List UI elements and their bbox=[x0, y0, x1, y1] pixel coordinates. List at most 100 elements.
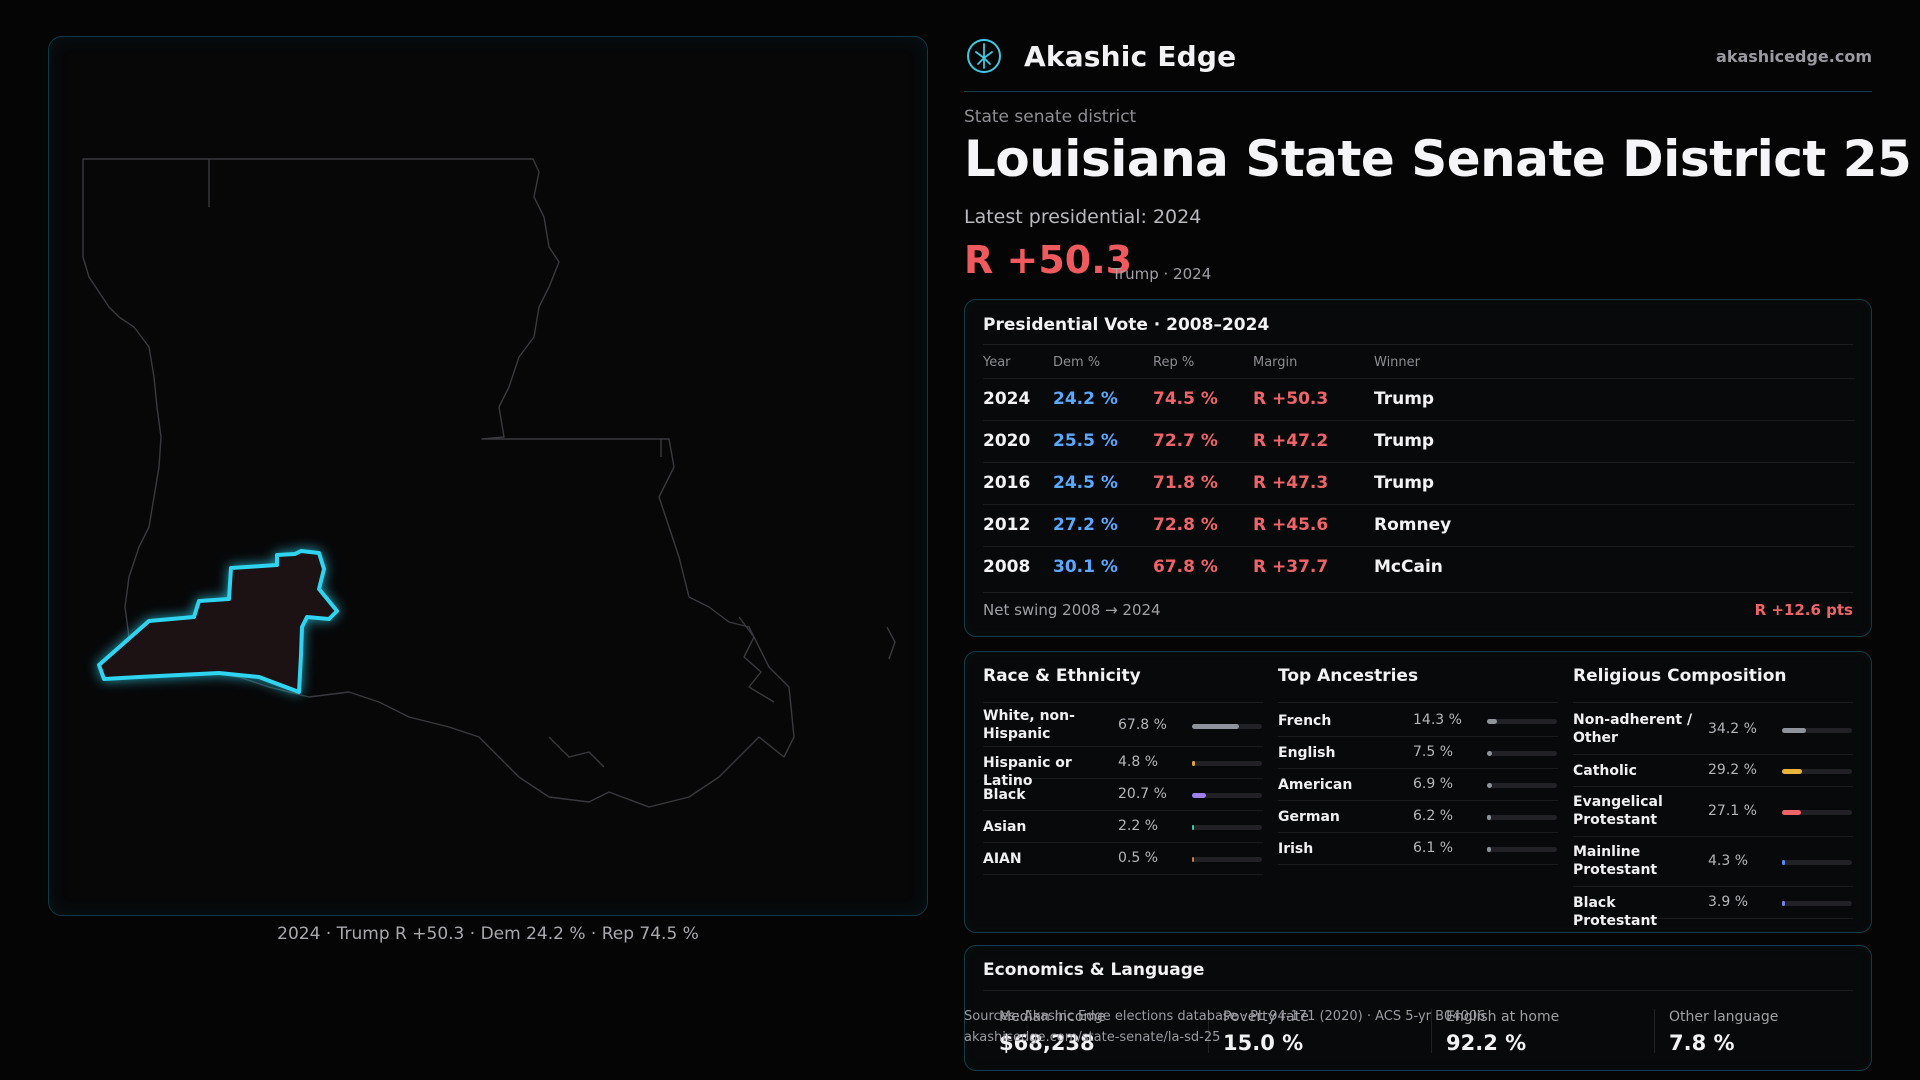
table-row: 2016 24.5 % 71.8 % R +47.3 Trump bbox=[983, 461, 1855, 504]
louisiana-map-svg bbox=[82, 158, 896, 808]
row-bar-track bbox=[1487, 814, 1557, 820]
island bbox=[886, 626, 896, 660]
cell-winner: Romney bbox=[1374, 503, 1855, 546]
presidential-card-title: Presidential Vote · 2008–2024 bbox=[983, 315, 1270, 335]
row-bar-fill bbox=[1782, 768, 1803, 774]
stat-value: 92.2 % bbox=[1446, 1031, 1527, 1055]
row-bar-track bbox=[1192, 760, 1262, 766]
race-title: Race & Ethnicity bbox=[983, 666, 1141, 686]
row-bar-track bbox=[1192, 723, 1262, 729]
cell-dem: 30.1 % bbox=[1053, 545, 1153, 588]
row-label: Black Protestant bbox=[1573, 895, 1658, 929]
district-kind: State senate district bbox=[964, 107, 1137, 127]
cell-winner: Trump bbox=[1374, 461, 1855, 504]
row-label: Non-adherent / Other bbox=[1573, 712, 1693, 746]
row-percent: 6.2 % bbox=[1413, 808, 1454, 824]
cell-winner: Trump bbox=[1374, 419, 1855, 462]
row-bar-fill bbox=[1782, 727, 1806, 733]
district-map[interactable] bbox=[48, 36, 928, 916]
row-label: Catholic bbox=[1573, 763, 1637, 779]
table-row: 2020 25.5 % 72.7 % R +47.2 Trump bbox=[983, 419, 1855, 462]
cell-rep: 71.8 % bbox=[1153, 461, 1253, 504]
row-bar-track bbox=[1782, 859, 1852, 865]
row-bar-fill bbox=[1782, 900, 1785, 906]
race-row: Asian 2.2 % bbox=[983, 811, 1263, 843]
row-percent: 20.7 % bbox=[1118, 786, 1167, 802]
stat-divider bbox=[1208, 1009, 1209, 1053]
row-percent: 27.1 % bbox=[1708, 803, 1757, 819]
cell-margin: R +45.6 bbox=[1253, 503, 1374, 546]
page-url[interactable]: akashicedge.com/state-senate/la-sd-25 bbox=[964, 1030, 1221, 1045]
race-column: Race & Ethnicity White, non-Hispanic 67.8… bbox=[983, 666, 1263, 875]
row-bar-track bbox=[1192, 824, 1262, 830]
ancestry-row: German 6.2 % bbox=[1278, 801, 1558, 833]
cell-dem: 25.5 % bbox=[1053, 419, 1153, 462]
stat-value: 7.8 % bbox=[1669, 1031, 1735, 1055]
row-percent: 2.2 % bbox=[1118, 818, 1159, 834]
row-label: Hispanic or Latino bbox=[983, 755, 1072, 789]
row-percent: 7.5 % bbox=[1413, 744, 1454, 760]
stat-median-income: Median income $68,238 bbox=[999, 1009, 1106, 1055]
row-label: Asian bbox=[983, 819, 1027, 835]
stat-label: English at home bbox=[1446, 1009, 1560, 1025]
col-header-winner: Winner bbox=[1374, 355, 1421, 371]
race-row: AIAN 0.5 % bbox=[983, 843, 1263, 875]
row-bar-track bbox=[1782, 900, 1852, 906]
row-bar-track bbox=[1487, 718, 1557, 724]
ancestry-row: French 14.3 % bbox=[1278, 705, 1558, 737]
religion-column: Religious Composition Non-adherent / Oth… bbox=[1573, 666, 1853, 929]
row-percent: 4.3 % bbox=[1708, 853, 1749, 869]
row-bar-track bbox=[1192, 792, 1262, 798]
ancestry-row: Irish 6.1 % bbox=[1278, 833, 1558, 865]
religion-title: Religious Composition bbox=[1573, 666, 1787, 686]
row-bar-fill bbox=[1487, 782, 1492, 788]
stat-english-at-home: English at home 92.2 % bbox=[1446, 1009, 1559, 1055]
brand-name[interactable]: Akashic Edge bbox=[1024, 40, 1237, 73]
row-label: AIAN bbox=[983, 851, 1022, 867]
row-label: English bbox=[1278, 745, 1336, 761]
cell-rep: 67.8 % bbox=[1153, 545, 1253, 588]
page-title: Louisiana State Senate District 25 bbox=[964, 130, 1912, 188]
stat-divider bbox=[1654, 1009, 1655, 1053]
religion-row: Catholic 29.2 % bbox=[1573, 755, 1853, 787]
row-percent: 4.8 % bbox=[1118, 754, 1159, 770]
col-header-margin: Margin bbox=[1253, 355, 1298, 371]
row-bar-track bbox=[1782, 727, 1852, 733]
divider bbox=[983, 702, 1263, 703]
cell-year: 2016 bbox=[983, 461, 1053, 504]
race-row: Black 20.7 % bbox=[983, 779, 1263, 811]
cell-winner: Trump bbox=[1374, 377, 1855, 420]
cell-rep: 72.8 % bbox=[1153, 503, 1253, 546]
religion-row: Mainline Protestant 4.3 % bbox=[1573, 837, 1853, 887]
row-bar-fill bbox=[1782, 859, 1785, 865]
ancestry-title: Top Ancestries bbox=[1278, 666, 1419, 686]
row-label: German bbox=[1278, 809, 1340, 825]
race-row: Hispanic or Latino 4.8 % bbox=[983, 747, 1263, 789]
presidential-vote-card: Presidential Vote · 2008–2024 Year Dem %… bbox=[964, 299, 1872, 637]
headline-margin: R +50.3 bbox=[964, 238, 1133, 282]
row-bar-track bbox=[1192, 856, 1262, 862]
cell-margin: R +47.2 bbox=[1253, 419, 1374, 462]
race-row: White, non-Hispanic 67.8 % bbox=[983, 705, 1263, 747]
sources-footer: Sources: Akashic Edge elections database… bbox=[964, 1006, 1485, 1048]
cell-margin: R +50.3 bbox=[1253, 377, 1374, 420]
stat-label: Other language bbox=[1669, 1009, 1779, 1025]
stat-value: 15.0 % bbox=[1223, 1031, 1304, 1055]
divider bbox=[1278, 702, 1558, 703]
row-label: Evangelical Protestant bbox=[1573, 794, 1663, 828]
coast-detail bbox=[548, 736, 605, 768]
cell-year: 2012 bbox=[983, 503, 1053, 546]
row-label: American bbox=[1278, 777, 1353, 793]
row-percent: 6.1 % bbox=[1413, 840, 1454, 856]
row-percent: 0.5 % bbox=[1118, 850, 1159, 866]
table-row: 2008 30.1 % 67.8 % R +37.7 McCain bbox=[983, 545, 1855, 588]
site-link[interactable]: akashicedge.com bbox=[1716, 47, 1872, 66]
divider bbox=[983, 344, 1853, 345]
row-label: White, non-Hispanic bbox=[983, 708, 1075, 742]
ancestry-column: Top Ancestries French 14.3 % English 7.5 % A… bbox=[1278, 666, 1558, 865]
stat-label: Median income bbox=[999, 1009, 1106, 1025]
cell-margin: R +47.3 bbox=[1253, 461, 1374, 504]
sources-text: Sources: Akashic Edge elections database… bbox=[964, 1009, 1486, 1024]
row-bar-fill bbox=[1487, 750, 1493, 756]
row-percent: 29.2 % bbox=[1708, 762, 1757, 778]
